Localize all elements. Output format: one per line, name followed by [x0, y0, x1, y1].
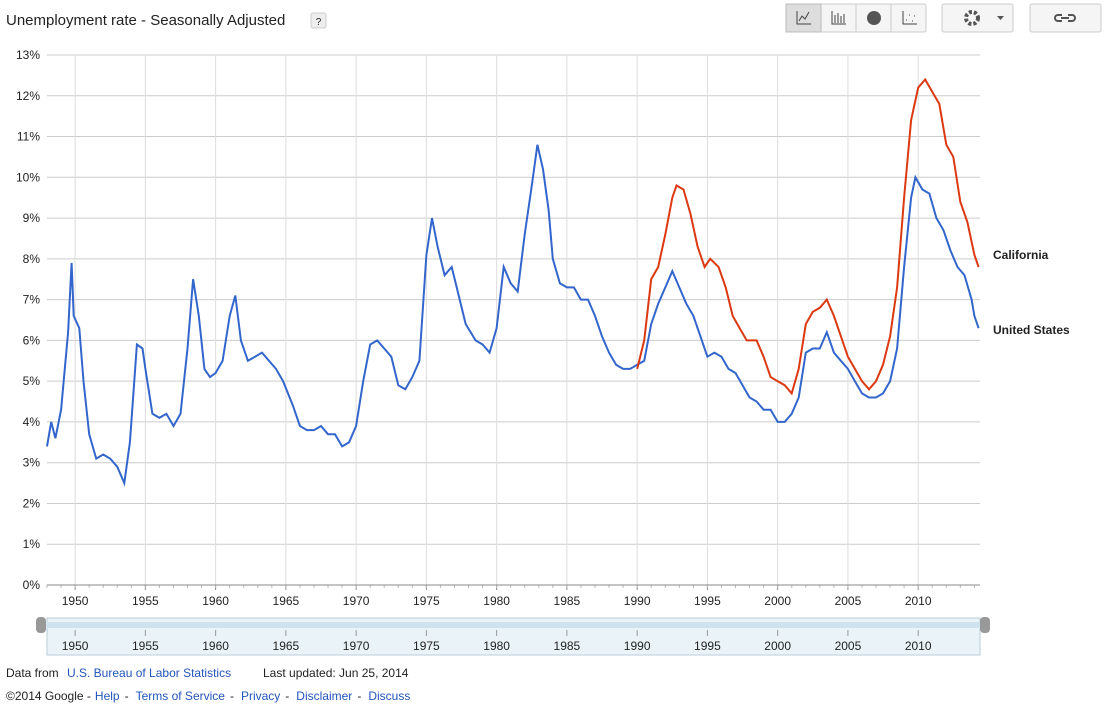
x-tick-label: 1980 — [483, 594, 510, 608]
series-line — [46, 144, 980, 487]
series-label: United States — [993, 323, 1070, 337]
x-tick-label: 1975 — [413, 594, 440, 608]
x-tick-label: 1965 — [273, 594, 300, 608]
line-icon — [796, 11, 811, 25]
range-track — [47, 622, 980, 628]
help-text: ? — [316, 17, 322, 28]
copyright: ©2014 Google - — [6, 689, 91, 703]
y-tick-label: 11% — [17, 130, 40, 144]
separator: - — [357, 689, 361, 703]
x-tick-label: 1985 — [554, 594, 581, 608]
separator: - — [125, 689, 129, 703]
y-tick-label: 6% — [23, 333, 41, 347]
footer-link[interactable]: Privacy — [241, 689, 280, 703]
series-line — [636, 77, 980, 396]
x-tick-label: 2000 — [764, 594, 791, 608]
slider-handle-right[interactable] — [980, 617, 990, 633]
slider-tick-label: 1980 — [483, 639, 510, 653]
slider-tick-label: 1950 — [62, 639, 89, 653]
footer-link[interactable]: Discuss — [368, 689, 410, 703]
updated: Last updated: Jun 25, 2014 — [263, 666, 409, 680]
x-tick-label: 1990 — [624, 594, 651, 608]
footer-link[interactable]: Terms of Service — [136, 689, 226, 703]
footer-link[interactable]: Disclaimer — [296, 689, 352, 703]
separator: - — [230, 689, 234, 703]
slider-tick-label: 1955 — [132, 639, 159, 653]
slider-tick-label: 1970 — [343, 639, 370, 653]
separator: - — [285, 689, 289, 703]
link-icon — [1054, 14, 1076, 22]
y-tick-label: 12% — [16, 89, 40, 103]
dropdown-icon — [997, 16, 1004, 20]
y-tick-label: 1% — [23, 537, 41, 551]
title: Unemployment rate - Seasonally Adjusted — [6, 12, 285, 29]
y-tick-label: 9% — [23, 211, 41, 225]
slider-tick-label: 1975 — [413, 639, 440, 653]
plot: 0% 1% 2% 3% 4% 5% 6% 7% 8% 9% 10% 11% 12% 13% 1950 1955… — [16, 48, 1070, 608]
bar-icon[interactable] — [831, 11, 846, 25]
x-tick-label: 1955 — [132, 594, 159, 608]
x-tick-label: 1995 — [694, 594, 721, 608]
slider-tick-label: 1985 — [554, 639, 581, 653]
slider-tick-label: 1990 — [624, 639, 651, 653]
y-tick-label: 2% — [23, 496, 41, 510]
y-tick-label: 0% — [23, 578, 41, 592]
x-tick-label: 2005 — [835, 594, 862, 608]
chart-type-buttons — [785, 3, 1102, 33]
map-icon[interactable] — [867, 11, 881, 25]
y-tick-label: 5% — [23, 374, 41, 388]
slider-tick-label: 2005 — [835, 639, 862, 653]
y-tick-label: 3% — [23, 456, 41, 470]
footer-label: Data from — [6, 666, 59, 680]
y-tick-label: 13% — [16, 48, 40, 62]
series-label: California — [993, 248, 1049, 262]
y-tick-label: 8% — [23, 252, 41, 266]
footer-link[interactable]: Help — [95, 689, 120, 703]
gear-icon — [964, 10, 980, 26]
y-tick-label: 7% — [23, 293, 41, 307]
slider-tick-label: 2000 — [764, 639, 791, 653]
slider-handle-left[interactable] — [36, 617, 46, 633]
slider-tick-label: 1965 — [273, 639, 300, 653]
slider-axis: 1950 1955 1960 1965 1970 1975 1980 1985 1990 1995… — [62, 630, 932, 653]
x-tick-label: 1970 — [343, 594, 370, 608]
y-tick-label: 10% — [16, 170, 40, 184]
source-link[interactable]: U.S. Bureau of Labor Statistics — [67, 666, 231, 680]
slider-tick-label: 1995 — [694, 639, 721, 653]
footer-links: Help - Terms of Service - Privacy - Disclaimer… — [95, 689, 410, 703]
slider-tick-label: 1960 — [202, 639, 229, 653]
x-tick-label: 1950 — [62, 594, 89, 608]
scatter-icon[interactable] — [902, 11, 917, 25]
y-tick-label: 4% — [23, 415, 41, 429]
x-tick-label: 1960 — [202, 594, 229, 608]
line-button[interactable] — [785, 3, 822, 33]
help-button[interactable] — [310, 12, 327, 29]
x-tick-label: 2010 — [905, 594, 932, 608]
slider-tick-label: 2010 — [905, 639, 932, 653]
